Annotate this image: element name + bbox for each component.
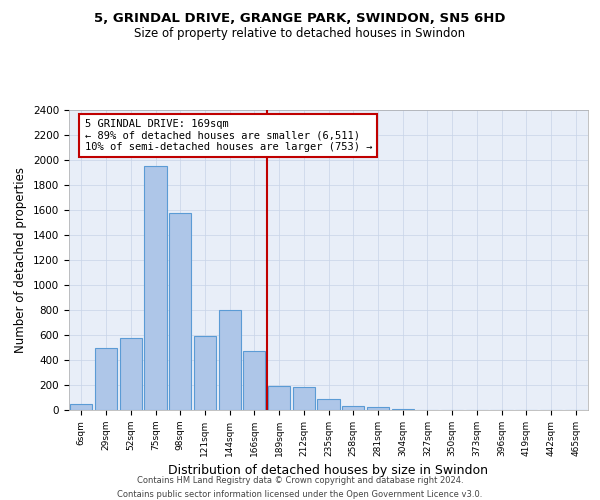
Bar: [367, 407, 389, 410]
Text: 5 GRINDAL DRIVE: 169sqm
← 89% of detached houses are smaller (6,511)
10% of semi: 5 GRINDAL DRIVE: 169sqm ← 89% of detache…: [85, 119, 372, 152]
Bar: [317, 400, 340, 410]
Bar: [119, 338, 142, 410]
Bar: [145, 166, 167, 410]
Bar: [243, 350, 265, 410]
Text: Contains HM Land Registry data © Crown copyright and database right 2024.: Contains HM Land Registry data © Crown c…: [137, 476, 463, 485]
Bar: [95, 348, 117, 410]
Y-axis label: Number of detached properties: Number of detached properties: [14, 167, 28, 353]
Bar: [194, 336, 216, 410]
Bar: [342, 406, 364, 410]
Bar: [268, 386, 290, 410]
Text: Size of property relative to detached houses in Swindon: Size of property relative to detached ho…: [134, 28, 466, 40]
Bar: [293, 387, 315, 410]
Text: 5, GRINDAL DRIVE, GRANGE PARK, SWINDON, SN5 6HD: 5, GRINDAL DRIVE, GRANGE PARK, SWINDON, …: [94, 12, 506, 26]
X-axis label: Distribution of detached houses by size in Swindon: Distribution of detached houses by size …: [169, 464, 488, 477]
Bar: [169, 212, 191, 410]
Text: Contains public sector information licensed under the Open Government Licence v3: Contains public sector information licen…: [118, 490, 482, 499]
Bar: [218, 310, 241, 410]
Bar: [392, 409, 414, 410]
Bar: [70, 404, 92, 410]
